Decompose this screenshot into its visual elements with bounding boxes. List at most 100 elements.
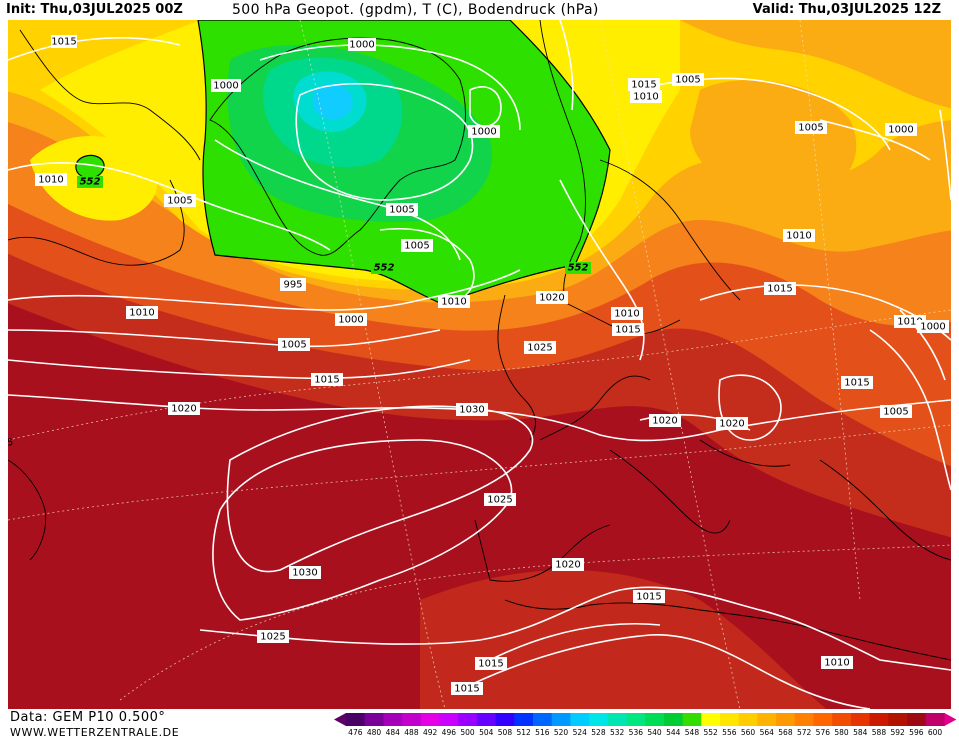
svg-text:552: 552 [374, 263, 395, 274]
pressure-label: 1005 [386, 203, 418, 216]
legend-tick-label: 540 [647, 728, 662, 737]
svg-text:1015: 1015 [631, 80, 656, 91]
legend-swatch [458, 713, 478, 726]
legend-tick-label: 572 [797, 728, 812, 737]
pressure-label: 1020 [716, 417, 748, 430]
pressure-label: 1015 [451, 682, 483, 695]
svg-text:1025: 1025 [527, 343, 552, 354]
legend-swatch [869, 713, 889, 726]
pressure-label: 1005 [401, 239, 433, 252]
svg-text:1005: 1005 [167, 196, 192, 207]
legend-tick-label: 524 [573, 728, 588, 737]
pressure-label: 1010 [611, 307, 643, 320]
legend-swatch [439, 713, 459, 726]
legend-tick-label: 580 [834, 728, 849, 737]
svg-text:1005: 1005 [798, 123, 823, 134]
svg-text:1005: 1005 [404, 241, 429, 252]
legend-tick-label: 528 [591, 728, 606, 737]
field-light-blue [312, 83, 353, 120]
pressure-label: 995 [280, 278, 306, 291]
legend-swatch [776, 713, 796, 726]
legend-tick-label: 520 [554, 728, 569, 737]
pressure-label: 1010 [783, 229, 815, 242]
svg-text:552: 552 [568, 263, 589, 274]
geopot-label: 552 [371, 262, 397, 274]
legend-arrow-left [334, 713, 346, 726]
pressure-label: 1025 [524, 341, 556, 354]
legend-tick-label: 516 [535, 728, 550, 737]
init-time: Init: Thu,03JUL2025 00Z [6, 2, 183, 17]
svg-text:1015: 1015 [636, 592, 661, 603]
pressure-label: 1010 [630, 90, 662, 103]
svg-text:1015: 1015 [767, 284, 792, 295]
legend-swatch [794, 713, 814, 726]
legend-swatch [701, 713, 721, 726]
svg-text:995: 995 [283, 280, 302, 291]
legend-swatch [832, 713, 852, 726]
legend-swatch [626, 713, 646, 726]
svg-text:1010: 1010 [786, 231, 811, 242]
legend-tick-label: 480 [367, 728, 382, 737]
legend-swatch [402, 713, 422, 726]
legend-swatch [570, 713, 590, 726]
legend-tick-label: 564 [760, 728, 775, 737]
pressure-label: 1020 [168, 402, 200, 415]
svg-text:1010: 1010 [441, 297, 466, 308]
legend-tick-label: 500 [460, 728, 475, 737]
legend-swatch [589, 713, 609, 726]
legend-swatch [757, 713, 777, 726]
svg-text:1010: 1010 [129, 308, 154, 319]
svg-text:1000: 1000 [349, 40, 374, 51]
pressure-label: 1005 [278, 338, 310, 351]
pressure-label: 1000 [211, 79, 241, 92]
svg-text:1000: 1000 [471, 127, 496, 138]
pressure-label: 1015 [841, 376, 873, 389]
pressure-label: 1025 [257, 630, 289, 643]
svg-text:1005: 1005 [675, 75, 700, 86]
svg-text:1020: 1020 [555, 560, 580, 571]
legend-tick-label: 488 [404, 728, 419, 737]
svg-text:1005: 1005 [281, 340, 306, 351]
geopot-label: 552 [565, 262, 591, 274]
legend-tick-label: 532 [610, 728, 625, 737]
pressure-label: 1005 [164, 194, 196, 207]
pressure-label: 1000 [468, 125, 500, 138]
field-orange-blob-ne [690, 80, 857, 200]
pressure-label: 1010 [438, 295, 470, 308]
svg-text:1010: 1010 [897, 317, 922, 328]
pressure-label: 1015 [475, 657, 507, 670]
legend-swatch [495, 713, 515, 726]
legend-swatch [682, 713, 702, 726]
legend-tick-label: 484 [386, 728, 401, 737]
pressure-label: 1000 [917, 320, 949, 333]
field-red-north-africa [420, 570, 827, 709]
legend-tick-label: 600 [928, 728, 943, 737]
legend-tick-label: 508 [498, 728, 513, 737]
pressure-label: 1005 [795, 121, 827, 134]
svg-text:1030: 1030 [292, 568, 317, 579]
field-light-orange-ne-top [680, 20, 951, 109]
pressure-label: 1015 [311, 373, 343, 386]
legend-tick-label: 576 [816, 728, 831, 737]
legend-tick-label: 556 [722, 728, 737, 737]
legend-tick-label: 596 [909, 728, 924, 737]
legend-swatch [645, 713, 665, 726]
svg-text:1015: 1015 [454, 684, 479, 695]
pressure-label: 1025 [484, 493, 516, 506]
svg-text:1020: 1020 [539, 293, 564, 304]
legend-swatch [607, 713, 627, 726]
pressure-label: 1015 [628, 78, 660, 91]
pressure-label: 1030 [289, 566, 321, 579]
svg-text:1015: 1015 [844, 378, 869, 389]
pressure-label: 1015 [51, 35, 77, 48]
pressure-label: 1005 [672, 73, 704, 86]
legend-tick-label: 504 [479, 728, 494, 737]
legend-tick-label: 492 [423, 728, 438, 737]
pressure-label: 1030 [456, 403, 488, 416]
legend-tick-label: 560 [741, 728, 756, 737]
legend-swatch [551, 713, 571, 726]
legend-swatch [850, 713, 871, 726]
legend-swatch [364, 713, 384, 726]
svg-text:1000: 1000 [888, 125, 913, 136]
legend-swatch [888, 713, 908, 726]
